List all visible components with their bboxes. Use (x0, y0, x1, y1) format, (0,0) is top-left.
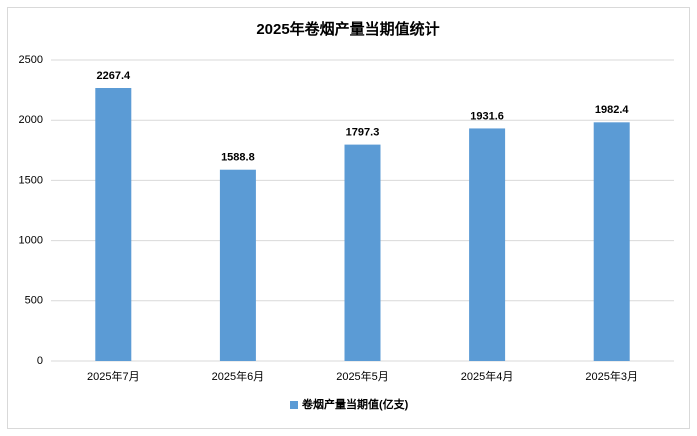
y-tick-label: 1000 (19, 235, 43, 247)
bar (593, 122, 630, 362)
x-tick-label: 2025年3月 (585, 369, 638, 383)
value-label: 1797.3 (346, 127, 380, 139)
value-label: 1982.4 (595, 104, 630, 116)
bar (95, 88, 132, 362)
y-tick-label: 2000 (19, 114, 43, 126)
bar (469, 128, 506, 361)
chart-title: 2025年卷烟产量当期值统计 (256, 20, 439, 38)
value-label: 1931.6 (470, 110, 504, 122)
legend-label: 卷烟产量当期值(亿支) (301, 397, 409, 411)
x-tick-label: 2025年6月 (212, 369, 265, 383)
y-tick-label: 500 (25, 295, 43, 307)
x-tick-label: 2025年4月 (461, 369, 514, 383)
value-label: 2267.4 (96, 70, 131, 82)
y-tick-label: 1500 (19, 174, 43, 186)
y-tick-label: 0 (37, 355, 43, 367)
value-label: 1588.8 (221, 152, 255, 164)
bar (344, 144, 381, 361)
legend-swatch (290, 401, 298, 409)
bar (219, 169, 256, 361)
x-tick-label: 2025年5月 (336, 369, 389, 383)
y-tick-label: 2500 (19, 54, 43, 66)
x-tick-label: 2025年7月 (87, 369, 140, 383)
